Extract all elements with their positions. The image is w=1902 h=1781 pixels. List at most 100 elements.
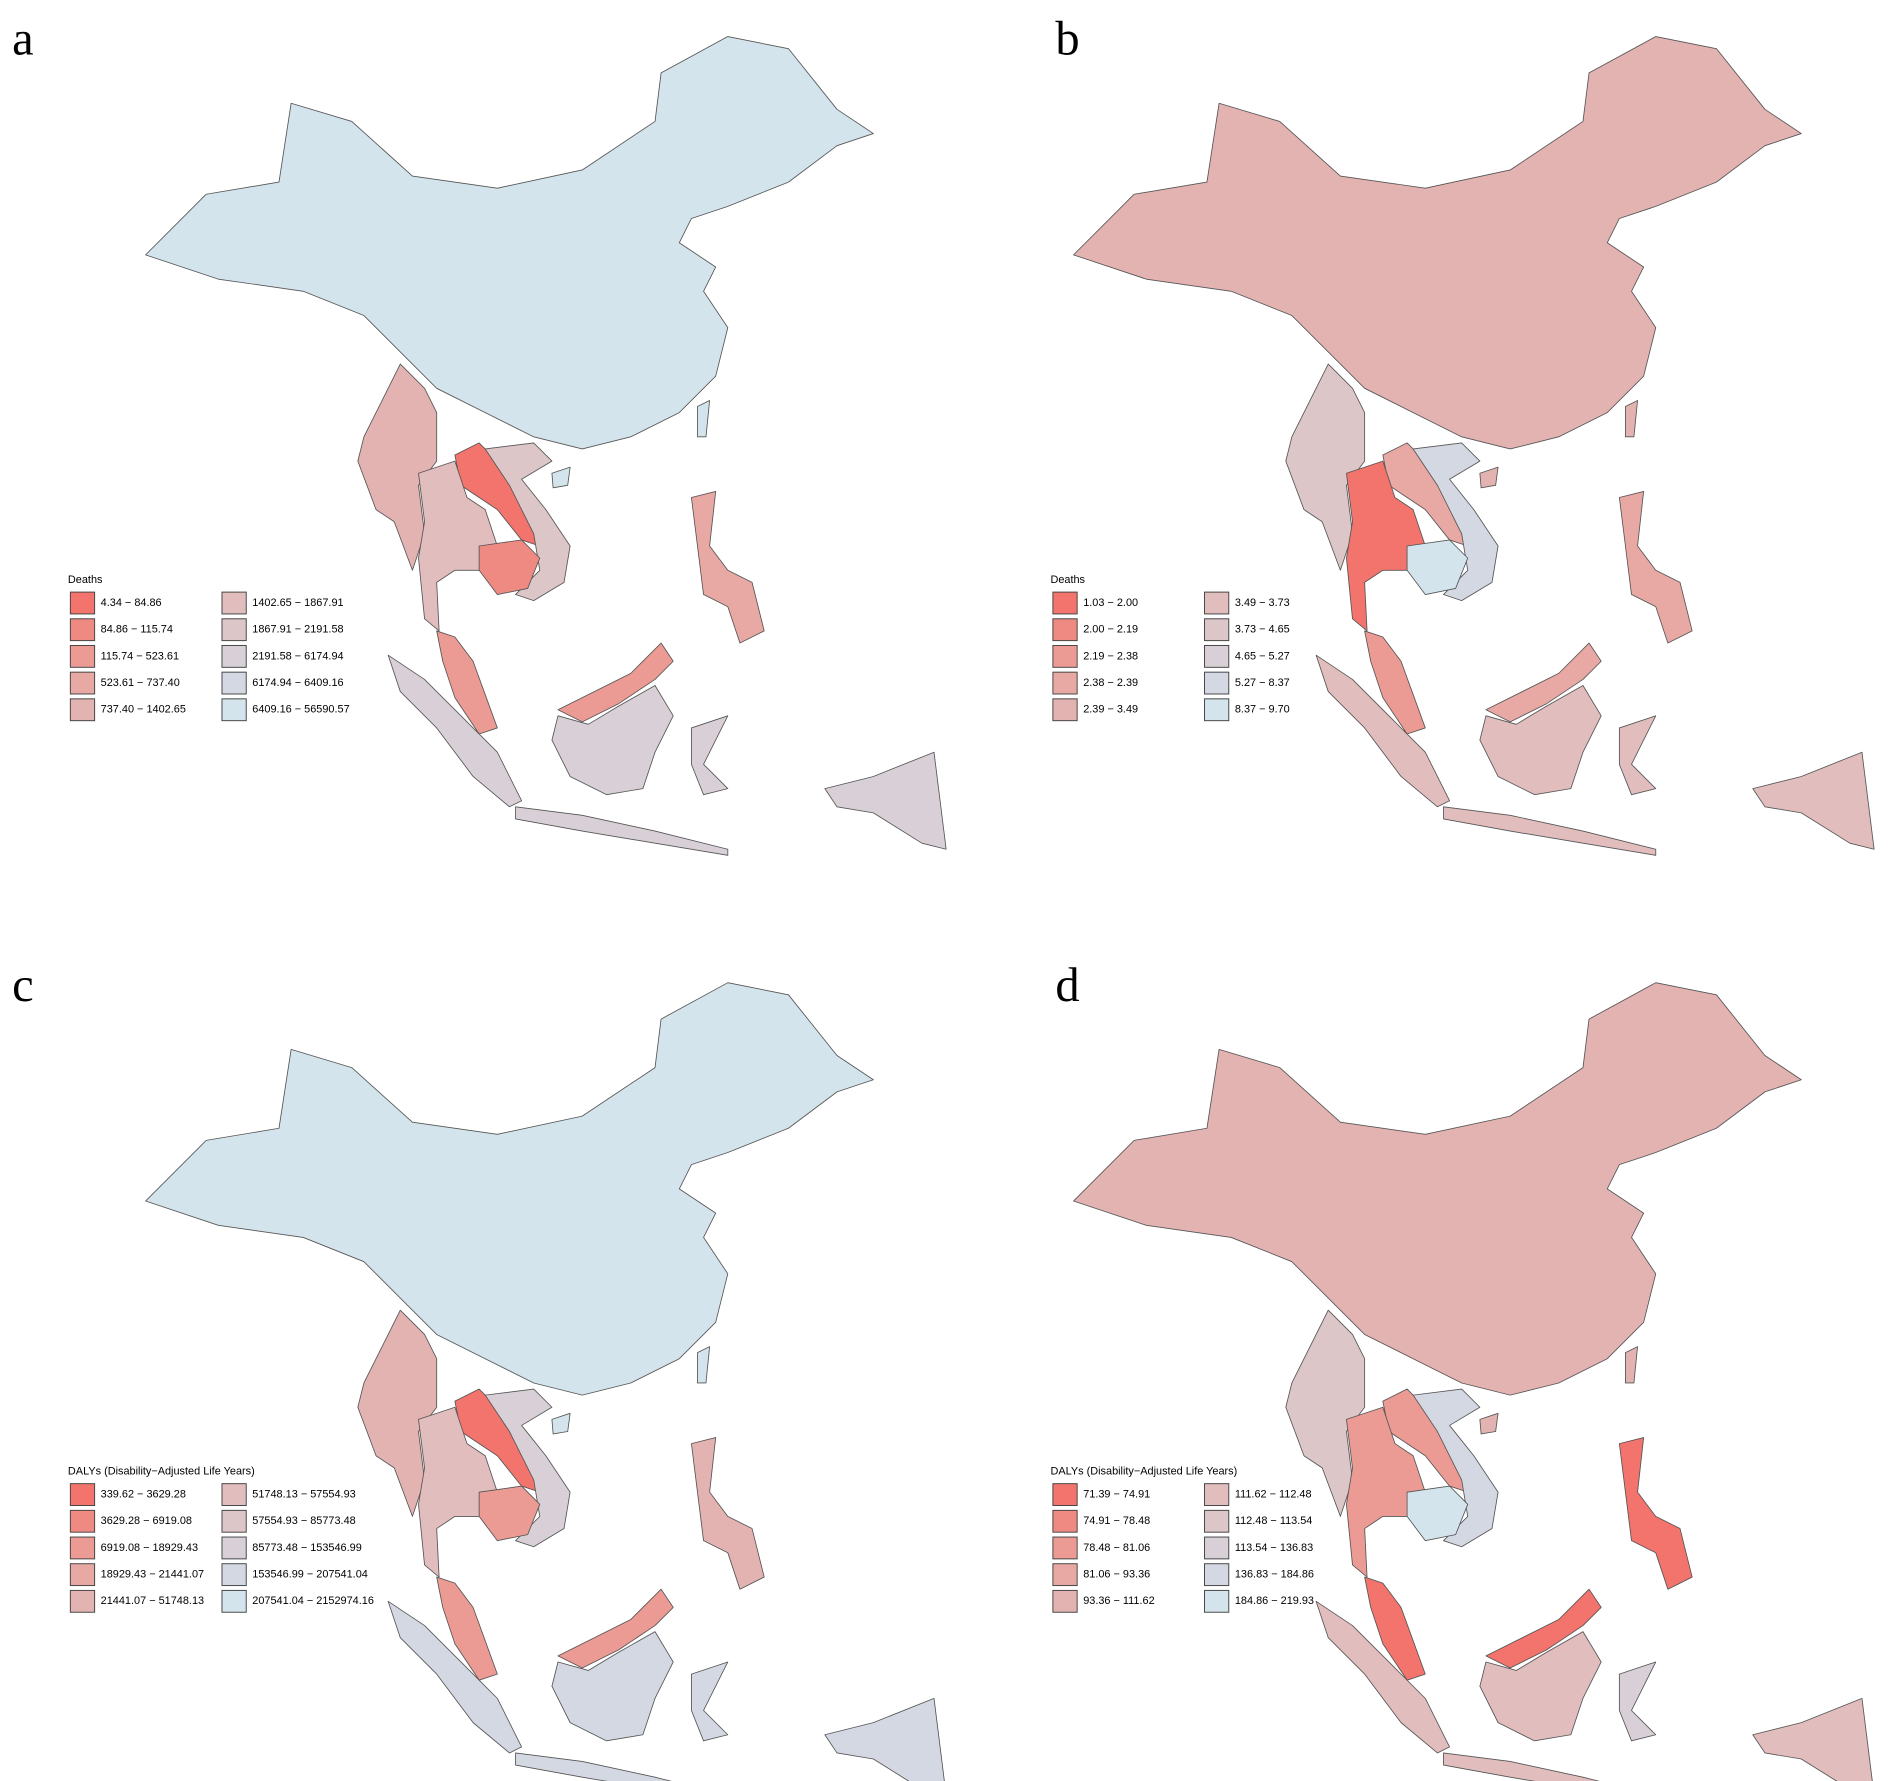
legend-label: 4.34 − 84.86 xyxy=(101,597,162,609)
country xyxy=(690,1661,729,1742)
country xyxy=(436,1576,498,1681)
legend-label: 6174.94 − 6409.16 xyxy=(252,677,343,689)
legend-title: Deaths xyxy=(1050,574,1085,586)
legend-swatch xyxy=(1052,1563,1078,1587)
legend-swatch xyxy=(1052,618,1078,642)
legend-label: 1402.65 − 1867.91 xyxy=(252,597,343,609)
legend-label: 5.27 − 8.37 xyxy=(1235,677,1290,689)
country xyxy=(357,363,438,571)
country xyxy=(1618,1661,1657,1742)
legend-swatch xyxy=(1204,1589,1230,1613)
country xyxy=(484,442,571,602)
legend-swatch xyxy=(1204,1563,1230,1587)
country xyxy=(551,1412,571,1435)
country xyxy=(1479,466,1499,489)
legend-swatch xyxy=(69,591,96,615)
country xyxy=(1752,1697,1873,1781)
country xyxy=(418,460,498,632)
legend-label: 207541.04 − 2152974.16 xyxy=(252,1595,374,1607)
country xyxy=(478,1485,541,1542)
legend-label: 184.86 − 219.93 xyxy=(1235,1595,1314,1607)
country xyxy=(1485,642,1602,723)
country xyxy=(1618,1437,1693,1590)
country xyxy=(551,1631,674,1742)
legend-label: 93.36 − 111.62 xyxy=(1083,1595,1154,1607)
country xyxy=(357,1309,438,1517)
legend-label: 4.65 − 5.27 xyxy=(1235,650,1290,662)
country xyxy=(145,36,874,450)
country xyxy=(551,685,674,796)
country xyxy=(478,539,541,595)
legend-label: 3.73 − 4.65 xyxy=(1235,624,1290,636)
legend-title: DALYs (Disability−Adjusted Life Years) xyxy=(68,1465,255,1477)
country xyxy=(1315,1600,1450,1754)
legend-label: 74.91 − 78.48 xyxy=(1083,1515,1150,1527)
legend-label: 71.39 − 74.91 xyxy=(1083,1488,1150,1500)
legend-label: 153546.99 − 207541.04 xyxy=(252,1569,368,1581)
legend-swatch xyxy=(1204,1536,1230,1560)
legend-swatch xyxy=(1052,1509,1078,1533)
legend-label: 3.49 − 3.73 xyxy=(1235,597,1290,609)
legend-label: 112.48 − 113.54 xyxy=(1235,1515,1313,1527)
legend-label: 2191.58 − 6174.94 xyxy=(252,650,343,662)
legend-label: 78.48 − 81.06 xyxy=(1083,1542,1150,1554)
country xyxy=(697,400,711,438)
legend-swatch xyxy=(69,1536,96,1560)
legend-label: 21441.07 − 51748.13 xyxy=(101,1595,204,1607)
legend-swatch xyxy=(1052,591,1078,615)
legend-label: 115.74 − 523.61 xyxy=(101,650,179,662)
country xyxy=(515,806,729,856)
legend-label: 3629.28 − 6919.08 xyxy=(101,1515,192,1527)
country xyxy=(1625,400,1638,438)
country xyxy=(1364,1576,1426,1681)
country xyxy=(436,630,498,735)
country xyxy=(1073,982,1802,1396)
legend-swatch xyxy=(1052,1589,1078,1613)
map xyxy=(145,982,945,1781)
legend-swatch xyxy=(1204,698,1230,722)
legend-swatch xyxy=(69,671,96,695)
legend-swatch xyxy=(69,698,96,722)
country xyxy=(557,1588,674,1669)
legend-swatch xyxy=(69,1563,96,1587)
country xyxy=(1443,806,1657,856)
legend-label: 18929.43 − 21441.07 xyxy=(101,1569,204,1581)
country xyxy=(1618,490,1693,644)
legend-swatch xyxy=(69,1589,96,1613)
country xyxy=(1412,1388,1499,1548)
legend-swatch xyxy=(69,1483,96,1506)
country xyxy=(1346,460,1426,632)
legend-swatch xyxy=(221,591,247,615)
country xyxy=(515,1752,672,1781)
legend-label: 737.40 − 1402.65 xyxy=(101,704,186,716)
legend-title: Deaths xyxy=(68,574,103,586)
legend-label: 1.03 − 2.00 xyxy=(1083,597,1138,609)
map xyxy=(1073,982,1873,1781)
panel-label: b xyxy=(1055,13,1079,66)
country xyxy=(1285,363,1366,571)
legend-swatch xyxy=(221,698,247,722)
legend-swatch xyxy=(221,1536,247,1560)
country xyxy=(1406,539,1469,595)
legend-title: DALYs (Disability−Adjusted Life Years) xyxy=(1050,1465,1237,1477)
country xyxy=(387,654,523,808)
panel-label: c xyxy=(12,959,34,1012)
country xyxy=(1443,1752,1600,1781)
country xyxy=(690,715,729,796)
legend-label: 6409.16 − 56590.57 xyxy=(252,704,349,716)
map xyxy=(1073,36,1875,856)
legend-swatch xyxy=(1204,1509,1230,1533)
legend-swatch xyxy=(69,1509,96,1533)
legend-label: 2.38 − 2.39 xyxy=(1083,677,1138,689)
legend-swatch xyxy=(1204,618,1230,642)
legend-label: 113.54 − 136.83 xyxy=(1235,1542,1313,1554)
legend-swatch xyxy=(1052,698,1078,722)
legend-label: 523.61 − 737.40 xyxy=(101,677,180,689)
panel-label: a xyxy=(12,13,34,66)
country xyxy=(1073,36,1802,450)
country xyxy=(824,751,947,850)
legend-swatch xyxy=(221,671,247,695)
country xyxy=(1315,654,1450,808)
country xyxy=(1479,685,1602,796)
legend-swatch xyxy=(69,618,96,642)
